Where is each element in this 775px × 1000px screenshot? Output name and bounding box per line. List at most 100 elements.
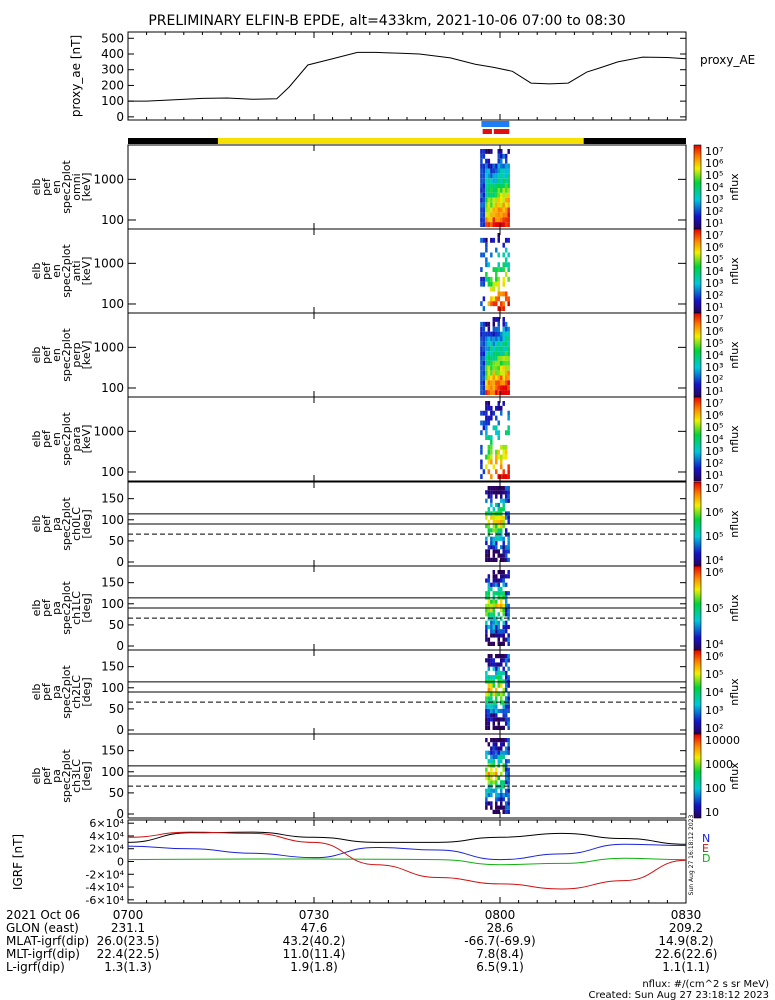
pa_ch1-cell — [495, 603, 498, 608]
pa_ch2-ylabel-line: elb — [30, 684, 43, 701]
pa_ch2-cell — [487, 704, 491, 709]
pa_ch2-cell — [487, 654, 491, 659]
spec_anti-cell — [482, 306, 486, 311]
spec_perp-cell — [485, 365, 488, 371]
spec_para-ytick-label: 100 — [101, 465, 124, 479]
pa_ch2-cell — [492, 704, 496, 709]
pa_ch2-cell — [502, 713, 505, 718]
spec_para-cell — [482, 469, 486, 475]
spec_perp-cell — [500, 370, 503, 376]
pa_ch1-cell — [485, 624, 488, 630]
pa_ch2-cell — [500, 658, 503, 663]
spec_omni-cell — [490, 163, 493, 169]
pa_ch3-cell — [490, 801, 493, 806]
spec_para-cell — [507, 464, 510, 470]
spec_para-cell — [502, 449, 505, 455]
spec_para-cell — [497, 420, 500, 426]
pa_ch2-cell — [490, 675, 493, 680]
pa_ch2-cell — [487, 662, 491, 667]
pa_ch3-cell — [485, 750, 488, 755]
spec_perp-cell — [480, 326, 483, 332]
pa_ch3-ylabel-line: pef — [40, 766, 53, 785]
pa_ch1-cell — [492, 578, 496, 583]
pa_ch0-cell — [495, 502, 498, 508]
pa_ch3-cell — [495, 750, 498, 755]
pa_ch2-cell — [507, 683, 510, 688]
pa_ch0-cell — [507, 498, 510, 503]
pa_ch0-colorbar — [693, 481, 702, 567]
spec_para-cell — [497, 449, 500, 455]
pa_ch1-cell — [487, 608, 491, 613]
spec_omni-cell — [487, 212, 491, 218]
pa_ch0-cell — [502, 553, 505, 558]
pa_ch1-cell — [492, 574, 496, 579]
pa_ch0-cell — [485, 498, 488, 503]
spec_para-cell — [487, 444, 491, 450]
pa_ch2-cell — [490, 717, 493, 722]
spec_perp-cell — [482, 385, 486, 391]
pa_ch0-cell — [507, 540, 510, 546]
spec_anti-cell — [487, 262, 491, 268]
spec_para-cell — [507, 474, 510, 479]
pa_ch2-cell — [504, 654, 508, 659]
spec_para-cell — [504, 444, 508, 450]
spec_omni-cell — [482, 168, 486, 174]
pa_ch2-cell — [500, 717, 503, 722]
spec_perp-cell — [504, 385, 508, 391]
spec_omni-cell — [490, 197, 493, 203]
spec_omni-cell — [485, 212, 488, 218]
pa_ch0-cell — [492, 519, 496, 524]
pa_ch1-cell — [500, 641, 503, 646]
spec_perp-frame — [127, 312, 687, 398]
spec_anti-cell — [502, 281, 505, 287]
pa_ch3-cell — [500, 750, 503, 755]
pa_ch0-cell — [502, 536, 505, 541]
spec_perp-cell — [500, 356, 503, 361]
status-bar-red-2 — [493, 129, 510, 134]
spec_omni-cell — [497, 173, 500, 179]
pa_ch0-cell — [500, 490, 503, 495]
pa_ch0-cell — [500, 498, 503, 503]
spec_perp-cell — [504, 356, 508, 361]
pa_ch0-cell — [490, 490, 493, 495]
xaxis-row-value: 43.2(40.2) — [283, 934, 346, 948]
spec_para-cell — [500, 454, 503, 460]
pa_ch2-cell — [507, 692, 510, 697]
spec_perp-cell — [500, 336, 503, 342]
pa_ch2-cell — [492, 666, 496, 671]
spec_para-cell — [482, 425, 486, 431]
pa_ch2-cell — [487, 687, 491, 692]
spec_omni-cell — [482, 173, 486, 179]
pa_ch3-cell — [507, 792, 510, 798]
pa_ch2-cell — [485, 700, 488, 705]
spec_omni-cell — [497, 183, 500, 188]
pa_ch0-cell — [504, 494, 508, 499]
spec_omni-cell — [497, 207, 500, 213]
pa_ch2-cell — [497, 675, 500, 680]
spec_perp-cell — [492, 390, 496, 395]
pa_ch0-cell — [492, 549, 496, 554]
spec_perp-cell — [480, 336, 483, 342]
pa_ch1-cell — [490, 624, 493, 630]
spec_perp-cell — [507, 385, 510, 391]
pa_ch2-cell — [495, 725, 498, 730]
spec_anti-cell — [500, 291, 503, 297]
igrf-ytick-label: 6×10⁴ — [89, 817, 124, 830]
pa_ch1-cell — [500, 629, 503, 634]
spec_omni-cell — [504, 183, 508, 188]
spec_perp-cell — [497, 365, 500, 371]
pa_ch3-cell — [500, 784, 503, 789]
pa_ch1-cell — [497, 620, 500, 625]
spec_omni-cell — [507, 217, 510, 223]
pa_ch1-cell — [497, 603, 500, 608]
pa_ch0-cell — [490, 502, 493, 508]
pa_ch1-cell — [495, 599, 498, 604]
spec_para-cell — [480, 430, 483, 436]
spec_anti-cell — [507, 276, 510, 282]
spec_perp-cell — [504, 341, 508, 347]
pa_ch3-cell — [487, 788, 491, 793]
pa_ch1-cell — [502, 620, 505, 625]
pa_ch1-cell — [485, 620, 488, 625]
spec_perp-cell — [495, 360, 498, 366]
spec_perp-ylabel-line: en — [50, 348, 63, 362]
